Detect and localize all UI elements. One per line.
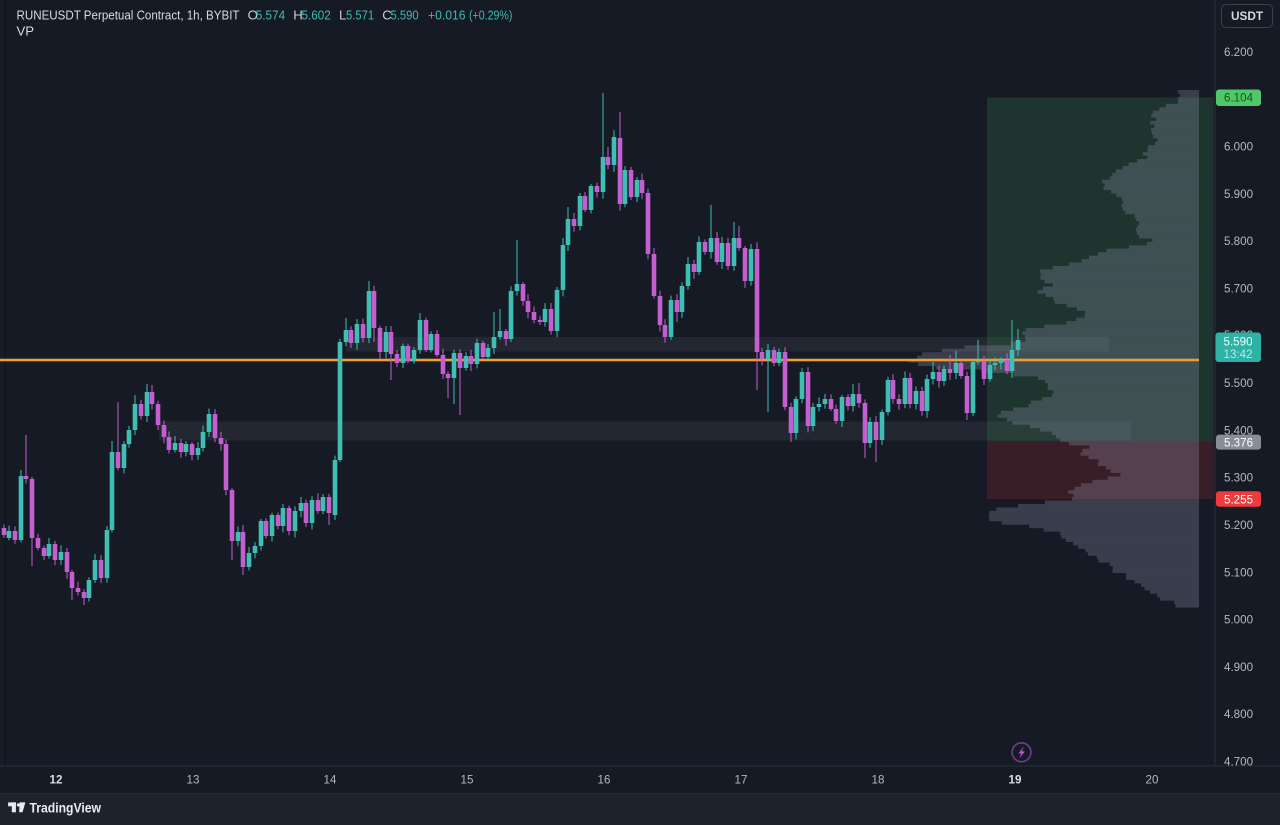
svg-text:+0.016: +0.016	[428, 8, 466, 23]
svg-text:6.000: 6.000	[1224, 141, 1253, 154]
svg-text:20: 20	[1146, 774, 1159, 787]
svg-text:5.300: 5.300	[1224, 472, 1253, 485]
svg-text:12: 12	[50, 774, 63, 787]
svg-text:6.104: 6.104	[1224, 92, 1254, 105]
svg-text:15: 15	[461, 774, 474, 787]
svg-text:5.376: 5.376	[1224, 437, 1253, 450]
svg-text:5.500: 5.500	[1224, 377, 1253, 390]
svg-text:5.590: 5.590	[1224, 335, 1253, 348]
svg-text:C: C	[382, 8, 392, 23]
svg-text:5.000: 5.000	[1224, 614, 1253, 627]
svg-text:17: 17	[735, 774, 748, 787]
svg-text:5.100: 5.100	[1224, 566, 1253, 579]
svg-text:5.571: 5.571	[346, 8, 374, 23]
svg-text:5.255: 5.255	[1224, 493, 1253, 506]
svg-text:VP: VP	[17, 23, 35, 38]
svg-text:4.700: 4.700	[1224, 756, 1253, 769]
svg-text:O: O	[248, 8, 258, 23]
svg-text:5.602: 5.602	[302, 8, 331, 23]
svg-text:5.590: 5.590	[391, 8, 419, 23]
svg-text:L: L	[339, 8, 346, 23]
svg-text:5.200: 5.200	[1224, 519, 1253, 532]
svg-text:TradingView: TradingView	[30, 799, 102, 815]
svg-text:5.800: 5.800	[1224, 235, 1253, 248]
svg-text:13:42: 13:42	[1224, 348, 1253, 361]
svg-text:5.700: 5.700	[1224, 283, 1253, 296]
svg-text:18: 18	[872, 774, 885, 787]
svg-text:4.900: 4.900	[1224, 661, 1253, 674]
svg-text:19: 19	[1009, 774, 1022, 787]
svg-text:RUNEUSDT Perpetual Contract, 1: RUNEUSDT Perpetual Contract, 1h, BYBIT	[17, 8, 240, 23]
svg-text:(+0.29%): (+0.29%)	[469, 8, 512, 23]
svg-text:16: 16	[598, 774, 611, 787]
svg-text:H: H	[293, 8, 303, 23]
svg-text:5.400: 5.400	[1224, 424, 1253, 437]
svg-text:6.200: 6.200	[1224, 46, 1253, 59]
svg-text:4.800: 4.800	[1224, 708, 1253, 721]
svg-text:5.574: 5.574	[256, 8, 285, 23]
svg-text:13: 13	[187, 774, 200, 787]
svg-text:14: 14	[324, 774, 337, 787]
svg-text:USDT: USDT	[1231, 9, 1264, 23]
svg-text:5.900: 5.900	[1224, 188, 1253, 201]
